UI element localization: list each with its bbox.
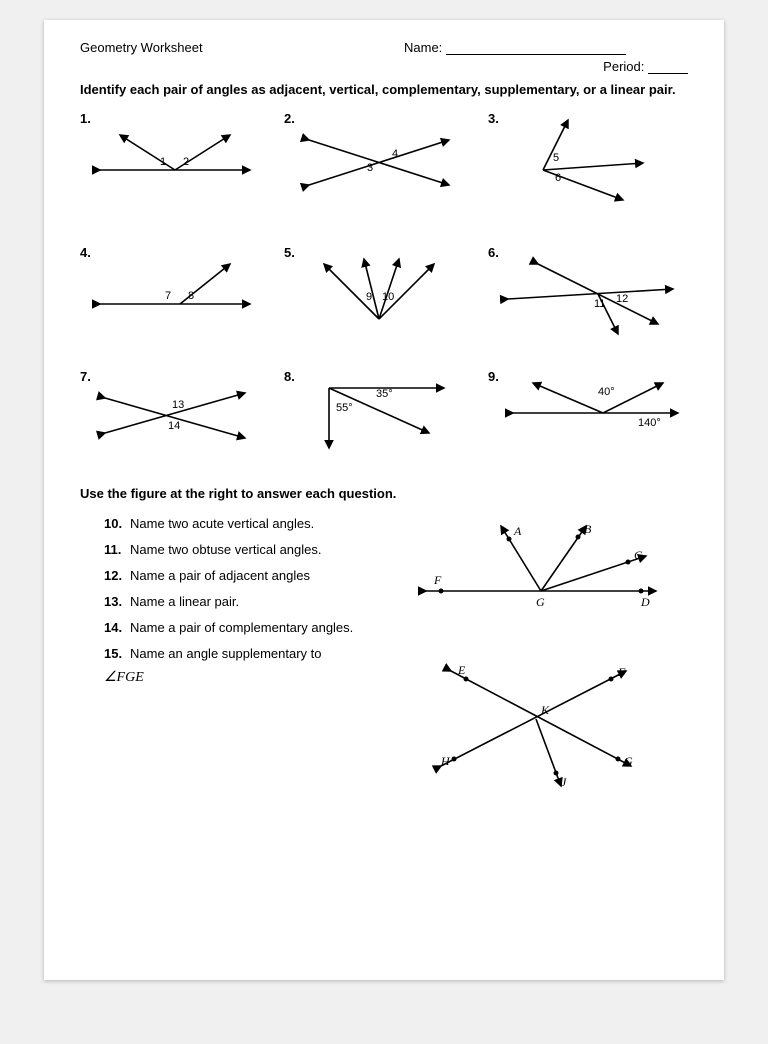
problem-number: 4. <box>80 245 91 260</box>
angle-label: 7 <box>165 290 171 302</box>
svg-text:J: J <box>561 775 567 789</box>
figure-4: 7 8 <box>80 249 270 329</box>
problem-6: 6. 11 12 <box>488 245 688 339</box>
problem-8: 8. 55° 35° <box>284 369 478 458</box>
angle-label: 9 <box>366 291 372 303</box>
problem-number: 2. <box>284 111 295 126</box>
figure-bottom: E F G H J K <box>396 641 676 796</box>
angle-label: 8 <box>188 290 194 302</box>
period-label: Period: <box>603 59 644 74</box>
question-item: 11.Name two obtuse vertical angles. <box>104 537 386 563</box>
problem-number: 6. <box>488 245 499 260</box>
name-blank <box>446 54 626 55</box>
svg-text:G: G <box>536 595 545 609</box>
problem-7: 7. 13 14 <box>80 369 274 458</box>
figure-1: 1 2 <box>80 115 270 205</box>
problem-4: 4. 7 8 <box>80 245 274 339</box>
figure-top: A B C D F G <box>396 511 676 641</box>
question-item: 13.Name a linear pair. <box>104 589 386 615</box>
problem-number: 7. <box>80 369 91 384</box>
question-item: 15.Name an angle supplementary to <box>104 641 386 667</box>
instruction-2: Use the figure at the right to answer ea… <box>80 486 688 501</box>
svg-text:F: F <box>617 665 626 679</box>
problem-number: 8. <box>284 369 295 384</box>
question-list: 10.Name two acute vertical angles. 11.Na… <box>80 511 386 667</box>
figure-2: 3 4 <box>284 115 474 205</box>
problem-number: 9. <box>488 369 499 384</box>
angle-label: 14 <box>168 420 180 432</box>
question-column: 10.Name two acute vertical angles. 11.Na… <box>80 511 386 796</box>
problem-3: 3. 5 6 <box>488 111 688 215</box>
figure-column: A B C D F G E F G H J K <box>396 511 688 796</box>
angle-label: 55° <box>336 402 353 414</box>
angle-label: 40° <box>598 386 615 398</box>
svg-text:C: C <box>634 548 643 562</box>
svg-text:B: B <box>584 522 592 536</box>
header-row: Geometry Worksheet Name: <box>80 40 688 55</box>
figure-6: 11 12 <box>488 249 688 339</box>
angle-label: 6 <box>555 172 561 184</box>
angle-label: 1 <box>160 156 166 168</box>
figure-8: 55° 35° <box>284 373 474 458</box>
problem-number: 3. <box>488 111 499 126</box>
angle-label: 10 <box>382 291 394 303</box>
angle-label: 140° <box>638 417 661 429</box>
figure-9: 40° 140° <box>488 373 688 458</box>
problem-number: 1. <box>80 111 91 126</box>
angle-label: 3 <box>367 162 373 174</box>
angle-label: 12 <box>616 293 628 305</box>
figure-5: 9 10 <box>284 249 474 334</box>
svg-text:G: G <box>624 754 633 768</box>
question-item: 14.Name a pair of complementary angles. <box>104 615 386 641</box>
problem-2: 2. 3 4 <box>284 111 478 215</box>
period-blank <box>648 73 688 74</box>
angle-label: 4 <box>392 148 398 160</box>
question-item: 12.Name a pair of adjacent angles <box>104 563 386 589</box>
instruction-1: Identify each pair of angles as adjacent… <box>80 82 688 99</box>
svg-text:K: K <box>540 703 550 717</box>
period-row: Period: <box>80 59 688 74</box>
question-item: 10.Name two acute vertical angles. <box>104 511 386 537</box>
angle-label: 11 <box>594 298 605 310</box>
problem-5: 5. 9 10 <box>284 245 478 339</box>
angle-label: 5 <box>553 152 559 164</box>
svg-text:H: H <box>440 754 451 768</box>
angle-label: 2 <box>183 156 189 168</box>
worksheet-title: Geometry Worksheet <box>80 40 364 55</box>
angle-label: 35° <box>376 388 393 400</box>
name-label: Name: <box>404 40 442 55</box>
name-field: Name: <box>404 40 688 55</box>
problem-number: 5. <box>284 245 295 260</box>
problem-1: 1. 1 2 <box>80 111 274 215</box>
angle-expression: ∠FGE <box>80 669 386 686</box>
problem-grid: 1. 1 2 2. 3 4 3. <box>80 111 688 458</box>
angle-label: 13 <box>172 399 184 411</box>
figure-3: 5 6 <box>488 115 678 215</box>
problem-9: 9. 40° 140° <box>488 369 688 458</box>
svg-text:A: A <box>513 524 522 538</box>
svg-text:F: F <box>433 573 442 587</box>
figure-7: 13 14 <box>80 373 270 458</box>
worksheet-page: Geometry Worksheet Name: Period: Identif… <box>44 20 724 980</box>
svg-text:E: E <box>457 663 466 677</box>
svg-text:D: D <box>640 595 650 609</box>
bottom-section: 10.Name two acute vertical angles. 11.Na… <box>80 511 688 796</box>
